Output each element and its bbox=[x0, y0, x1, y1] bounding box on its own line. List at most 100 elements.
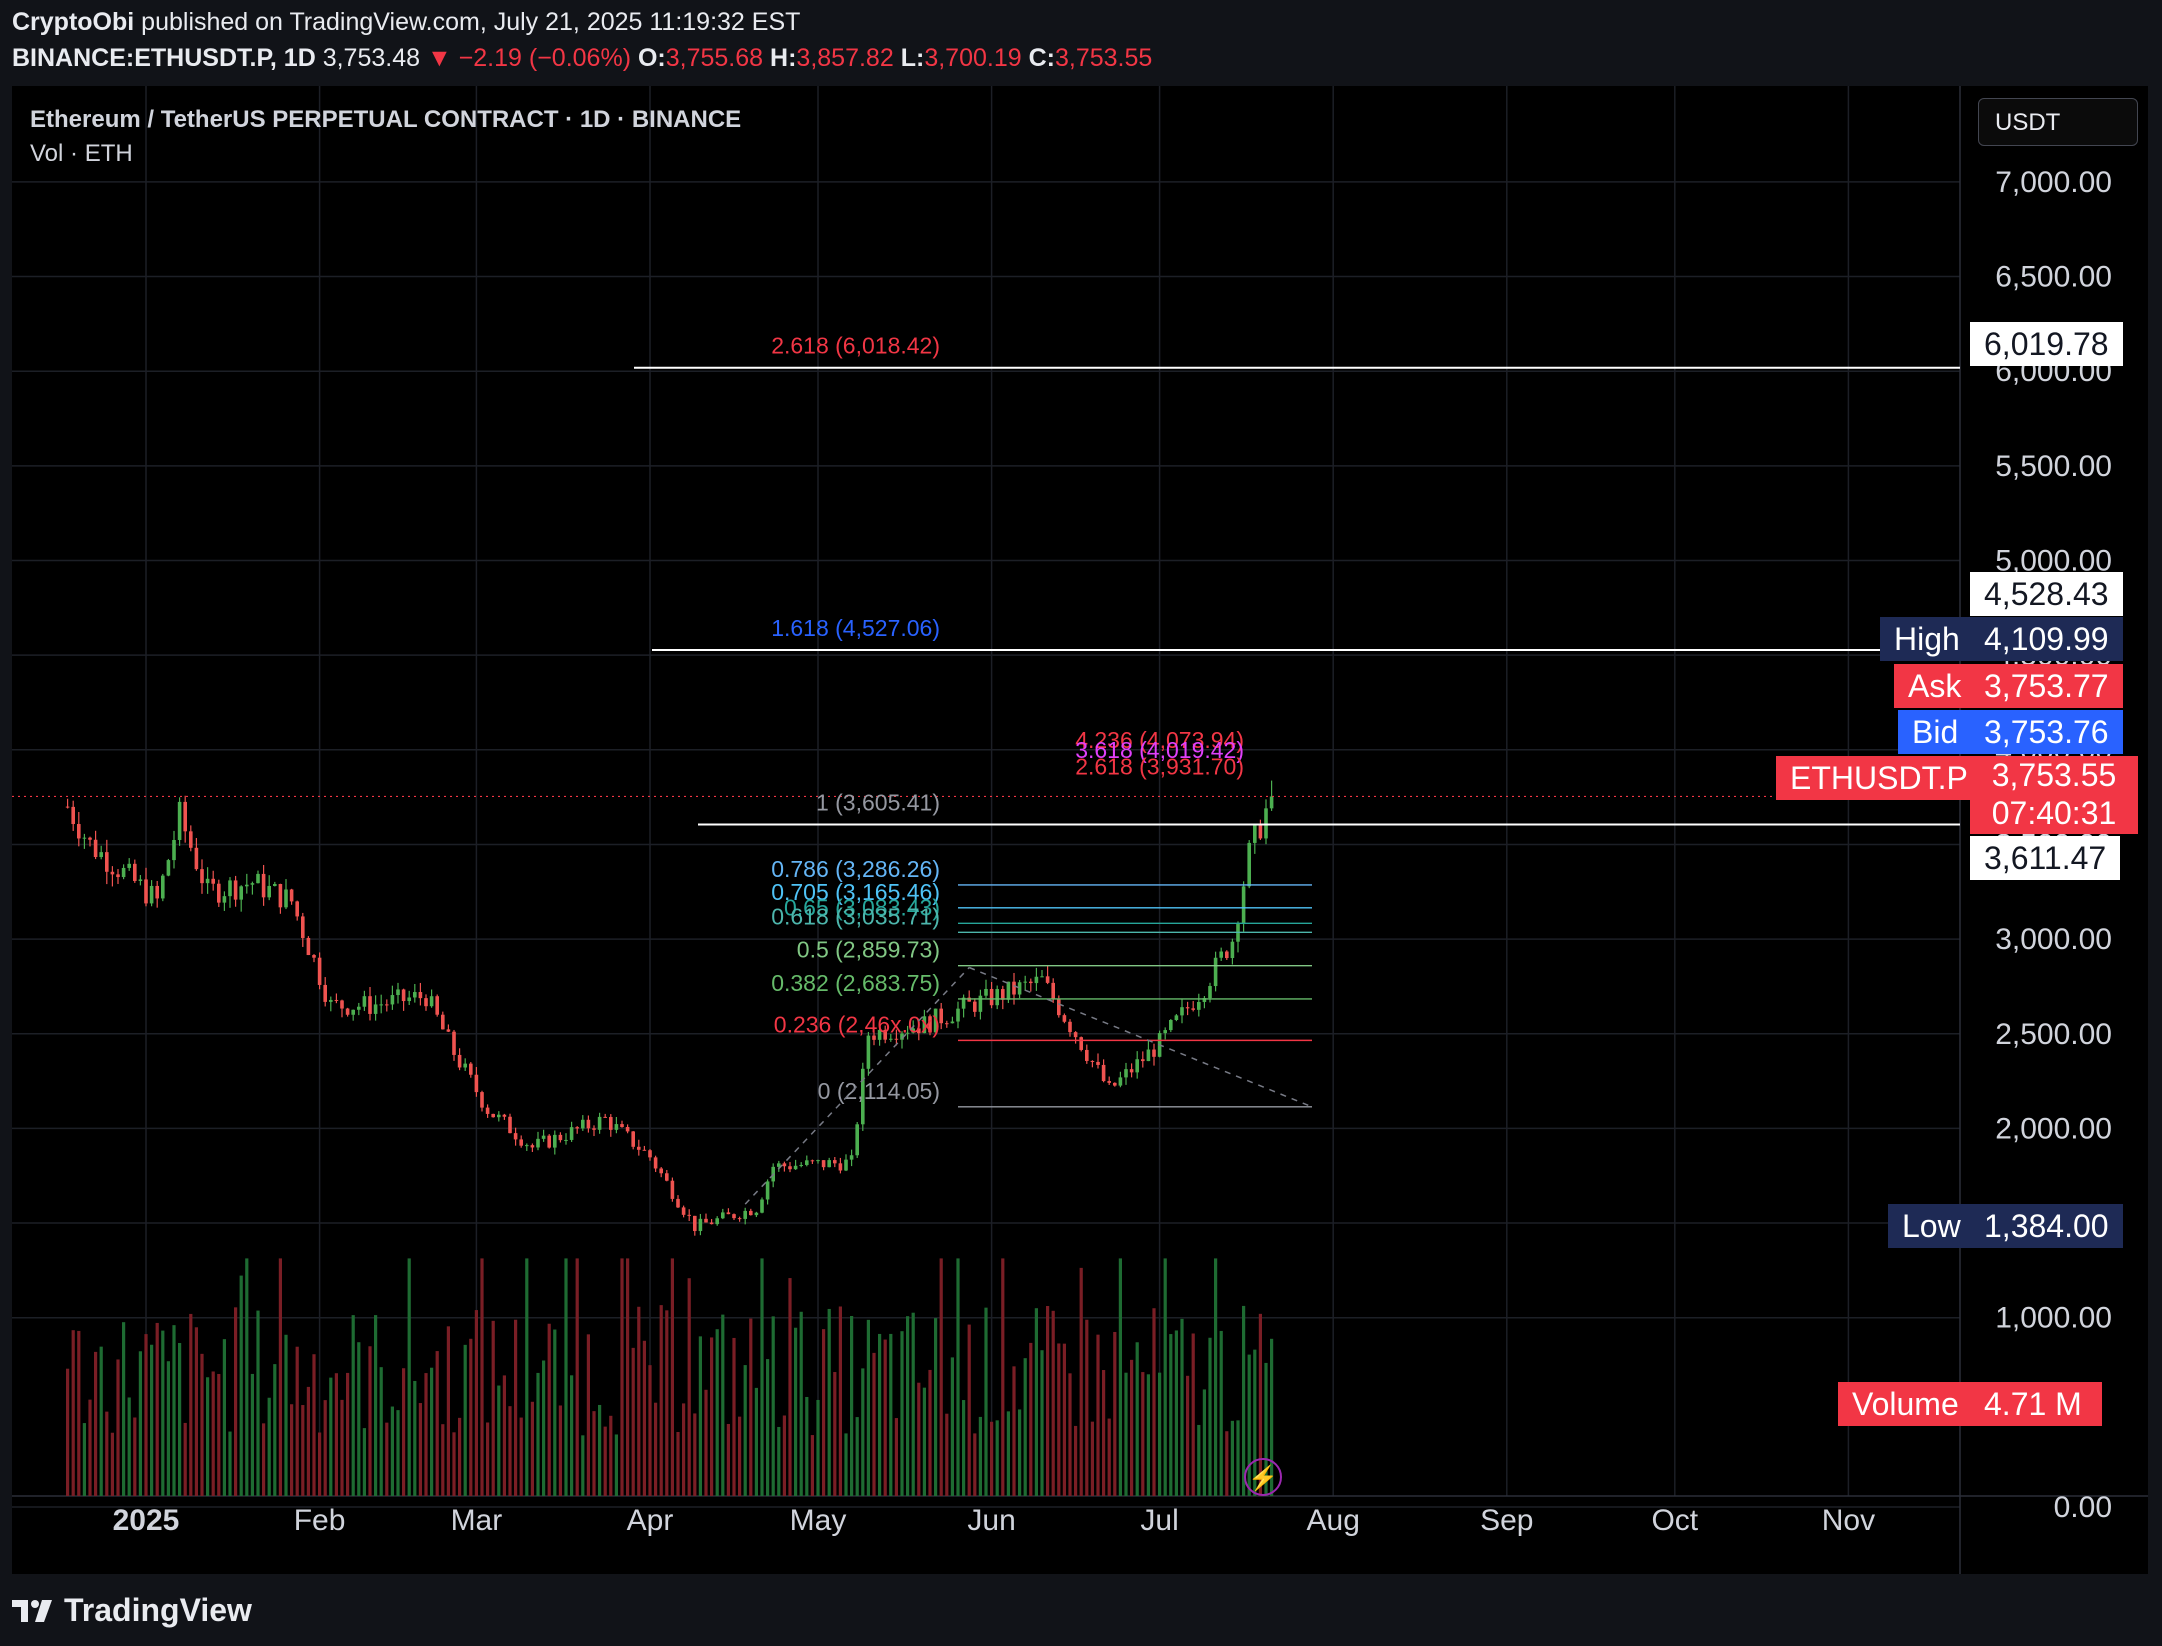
ohlc-line: BINANCE:ETHUSDT.P, 1D 3,753.48 ▼ −2.19 (… bbox=[12, 44, 1152, 73]
volume-bar bbox=[704, 1389, 708, 1496]
candle-body bbox=[1012, 981, 1016, 995]
candle-body bbox=[827, 1160, 831, 1168]
volume-bar bbox=[407, 1258, 411, 1496]
volume-bar bbox=[777, 1426, 781, 1496]
candle-body bbox=[1101, 1064, 1106, 1082]
low-value: 3,700.19 bbox=[924, 44, 1022, 72]
candle-body bbox=[553, 1134, 557, 1148]
volume-bar bbox=[278, 1258, 282, 1496]
candle-body bbox=[77, 824, 81, 839]
volume-bar bbox=[105, 1411, 109, 1496]
candle-body bbox=[334, 999, 339, 1001]
volume-bar bbox=[866, 1319, 870, 1496]
volume-bar bbox=[810, 1435, 814, 1496]
fib-level-label: 0 (2,114.05) bbox=[818, 1078, 940, 1104]
candle-body bbox=[368, 996, 372, 1014]
candle-body bbox=[631, 1131, 635, 1147]
candle-body bbox=[345, 1008, 350, 1015]
chart-legend-title[interactable]: Ethereum / TetherUS PERPETUAL CONTRACT ·… bbox=[30, 106, 742, 133]
author-name[interactable]: CryptoObi bbox=[12, 8, 135, 36]
candle-body bbox=[586, 1119, 591, 1129]
candle-body bbox=[844, 1159, 848, 1171]
candle-body bbox=[362, 996, 367, 1007]
volume-bar bbox=[396, 1410, 400, 1496]
open-label: O: bbox=[637, 44, 666, 72]
candle-body bbox=[1096, 1061, 1100, 1065]
candle-body bbox=[407, 997, 411, 1002]
volume-bar bbox=[150, 1344, 154, 1496]
candle-body bbox=[1090, 1060, 1095, 1062]
flash-icon[interactable]: ⚡ bbox=[1244, 1458, 1282, 1496]
volume-bar bbox=[1247, 1354, 1251, 1496]
candle-body bbox=[1023, 981, 1027, 983]
volume-bar bbox=[754, 1387, 758, 1496]
fib-level-label: 0.65 (3,083.43) bbox=[784, 894, 940, 920]
tradingview-logo[interactable]: TradingView bbox=[12, 1592, 252, 1629]
volume-bar bbox=[1062, 1343, 1066, 1496]
candle-body bbox=[88, 837, 92, 840]
candle-body bbox=[323, 984, 327, 1002]
volume-bar bbox=[827, 1308, 831, 1496]
volume-bar bbox=[749, 1318, 753, 1496]
candle-body bbox=[1230, 941, 1235, 959]
candle-body bbox=[261, 873, 266, 898]
candle-body bbox=[581, 1119, 585, 1129]
low-label: L: bbox=[900, 44, 925, 72]
symbol-line: BINANCE:ETHUSDT.P, 1D bbox=[12, 44, 316, 72]
bar-countdown: 07:40:31 bbox=[1991, 795, 2117, 831]
candle-body bbox=[821, 1160, 826, 1168]
candle-body bbox=[211, 878, 215, 884]
volume-bar bbox=[570, 1375, 574, 1496]
volume-value-badge: 4.71 M bbox=[1970, 1382, 2102, 1426]
volume-bar bbox=[654, 1402, 658, 1496]
volume-bar bbox=[110, 1432, 114, 1496]
volume-bar bbox=[553, 1329, 557, 1496]
volume-bar bbox=[626, 1258, 630, 1496]
volume-label-badge: Volume bbox=[1838, 1382, 1970, 1426]
candle-body bbox=[435, 996, 439, 1015]
volume-bar bbox=[1208, 1337, 1212, 1496]
volume-bar bbox=[861, 1368, 865, 1496]
candle-body bbox=[183, 801, 187, 832]
candle-body bbox=[1068, 1021, 1072, 1033]
high-value: 3,857.82 bbox=[796, 44, 894, 72]
candle-body bbox=[452, 1031, 456, 1055]
volume-bar bbox=[760, 1258, 764, 1496]
candle-body bbox=[441, 1014, 445, 1030]
volume-bar bbox=[1219, 1330, 1223, 1496]
candle-body bbox=[866, 1035, 871, 1069]
candle-body bbox=[1225, 951, 1229, 959]
volume-bar bbox=[665, 1310, 669, 1496]
volume-bar bbox=[973, 1433, 977, 1496]
volume-bar bbox=[446, 1326, 450, 1496]
volume-bar bbox=[906, 1316, 910, 1496]
y-tick-label: 1,000.00 bbox=[1995, 1302, 2112, 1335]
open-value: 3,755.68 bbox=[665, 44, 764, 72]
volume-bar bbox=[1118, 1258, 1122, 1496]
candle-body bbox=[917, 1028, 921, 1034]
volume-bar bbox=[609, 1415, 613, 1496]
volume-bar bbox=[1113, 1331, 1117, 1496]
x-tick-label: Oct bbox=[1651, 1504, 1698, 1537]
candle-body bbox=[1034, 976, 1039, 984]
candle-body bbox=[620, 1124, 624, 1128]
currency-selector[interactable]: USDT bbox=[1978, 98, 2138, 146]
candle-body bbox=[166, 860, 171, 876]
candle-body bbox=[1202, 998, 1207, 1002]
candle-body bbox=[396, 989, 400, 996]
volume-bar bbox=[659, 1305, 663, 1496]
volume-bar bbox=[183, 1422, 187, 1496]
candle-body bbox=[637, 1146, 641, 1150]
candle-body bbox=[233, 880, 238, 900]
price-chart[interactable]: 7,000.006,500.006,000.005,500.005,000.00… bbox=[12, 86, 2148, 1574]
volume-legend[interactable]: Vol · ETH bbox=[30, 140, 133, 167]
current-price: 3,753.55 bbox=[1991, 757, 2117, 793]
candle-body bbox=[525, 1145, 529, 1147]
y-tick-label: 2,500.00 bbox=[1995, 1018, 2112, 1051]
volume-bar bbox=[379, 1367, 383, 1496]
candle-body bbox=[1141, 1059, 1145, 1062]
chart-area[interactable]: 7,000.00 6,500.00 6,000.00 5,500.00 5,000.00… bbox=[12, 86, 2148, 1574]
candle-body bbox=[905, 1032, 910, 1034]
candle-body bbox=[149, 885, 154, 904]
volume-bar bbox=[1018, 1409, 1022, 1496]
